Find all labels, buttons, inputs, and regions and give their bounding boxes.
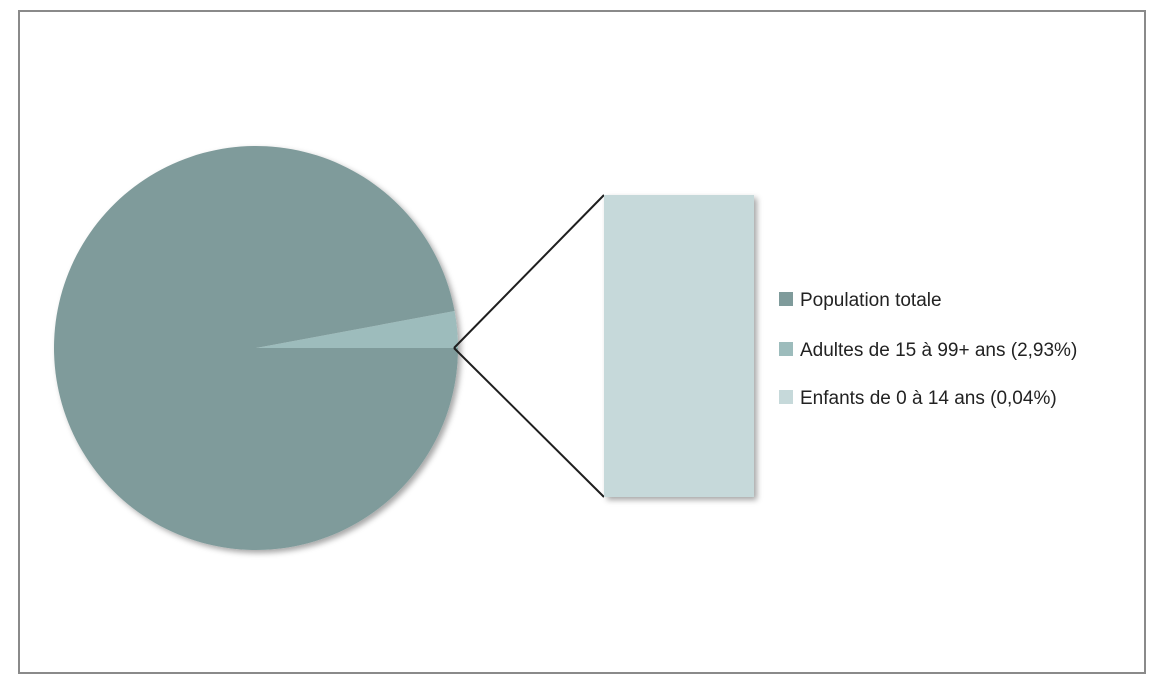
legend-swatch-enfants [779, 390, 793, 404]
legend-label-population: Population totale [800, 290, 942, 311]
connector-line-top [453, 194, 605, 349]
legend-swatch-adultes [779, 342, 793, 356]
legend-label-enfants: Enfants de 0 à 14 ans (0,04%) [800, 388, 1057, 409]
legend-swatch-population [779, 292, 793, 306]
legend-label-adultes: Adultes de 15 à 99+ ans (2,93%) [800, 340, 1077, 361]
bar-segment-enfants [604, 195, 754, 497]
bar-group [604, 195, 754, 497]
pie-group [53, 145, 459, 550]
pie-slice-adultes [256, 311, 458, 348]
connector-lines [453, 194, 605, 498]
legend: Population totale Adultes de 15 à 99+ an… [779, 290, 1077, 409]
connector-line-bottom [453, 347, 605, 498]
pie-slice-population-totale [53, 145, 459, 550]
